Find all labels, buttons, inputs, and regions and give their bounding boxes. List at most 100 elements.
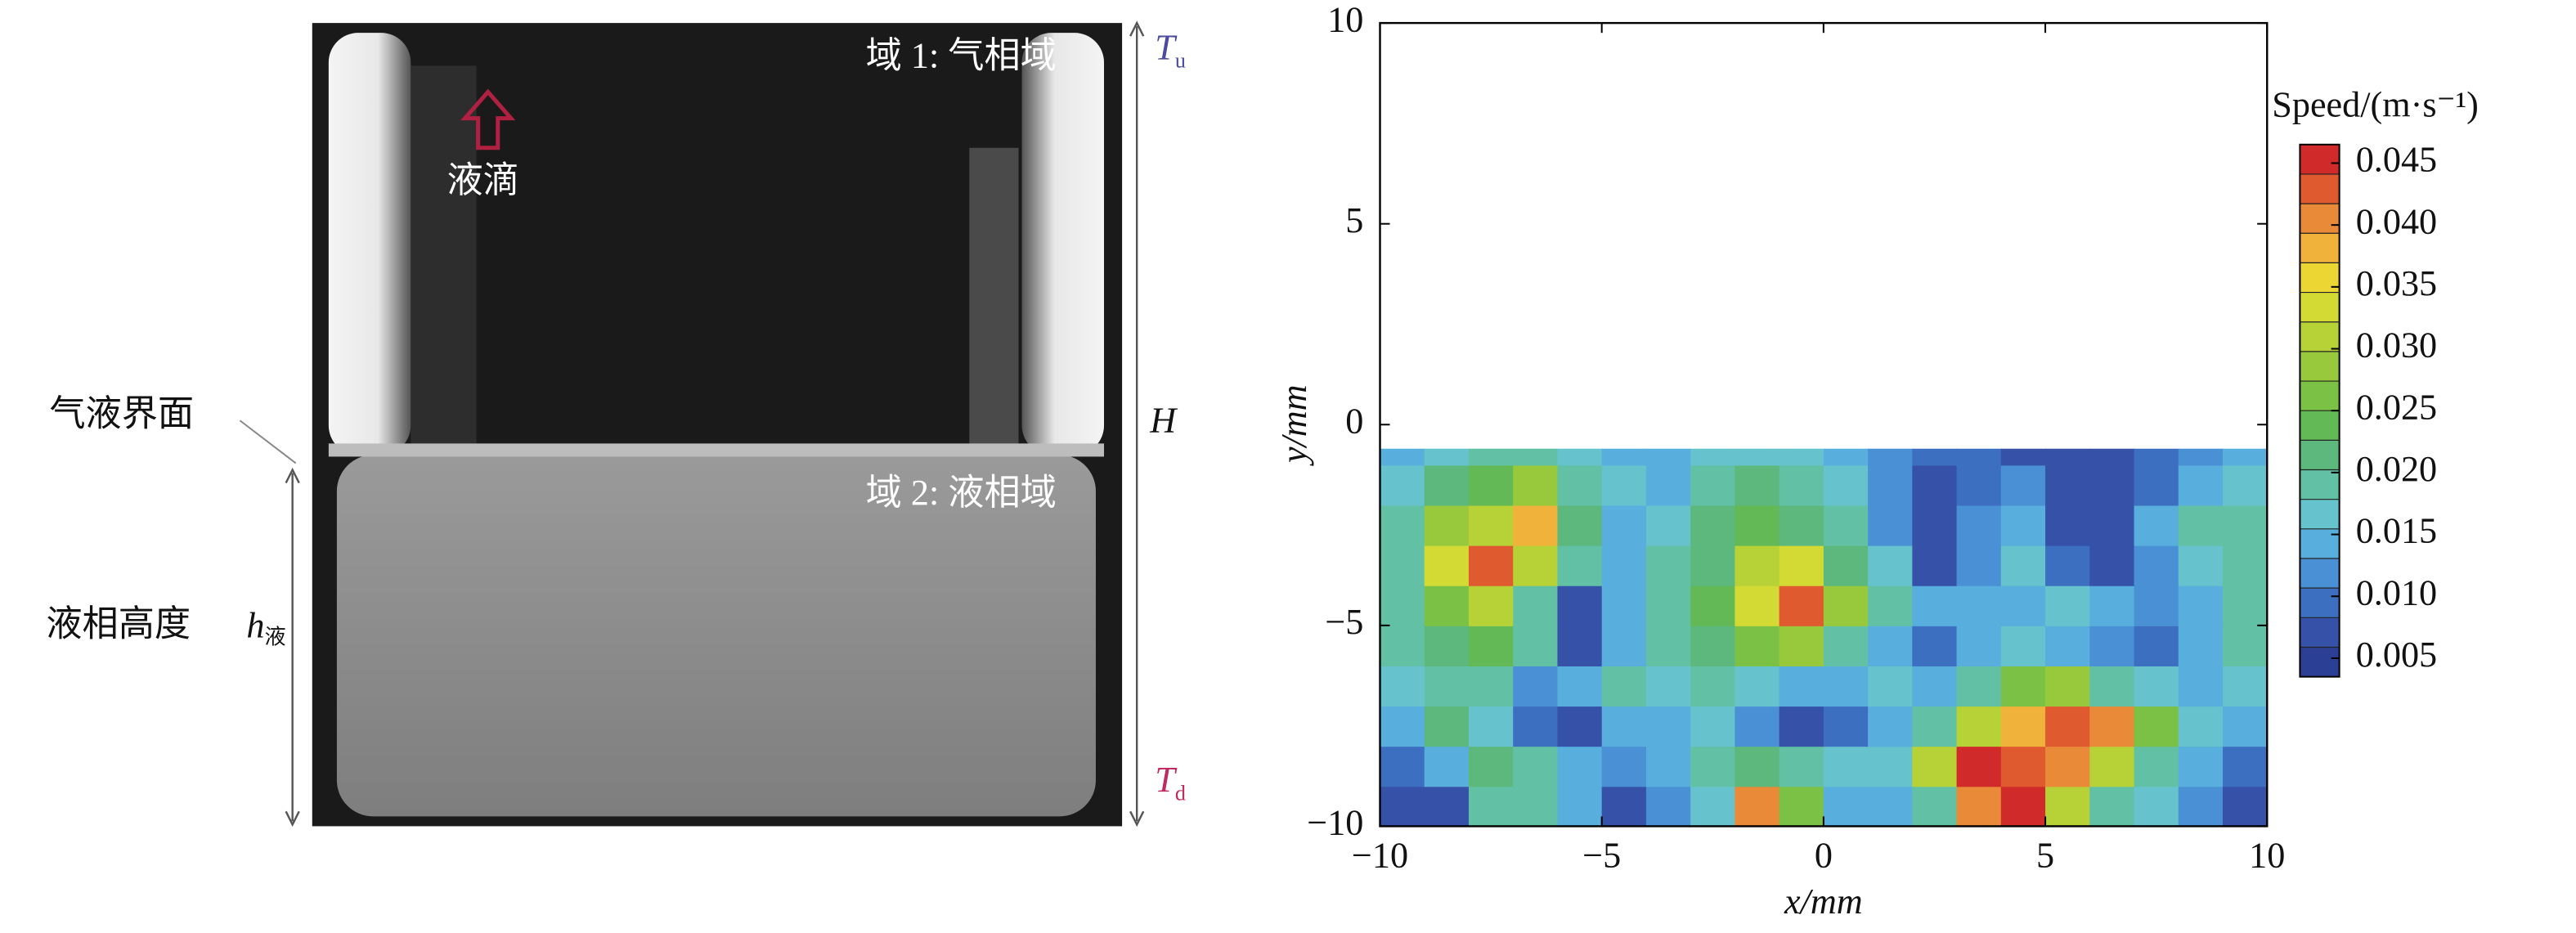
- speed-cell: [2000, 746, 2047, 787]
- speed-cell: [1468, 786, 1515, 828]
- colorbar-band: [2300, 440, 2340, 471]
- speed-cell: [1601, 464, 1647, 506]
- top-temp: Tu: [1155, 27, 1186, 72]
- x-axis-label: x/mm: [1784, 881, 1863, 922]
- speed-cell: [1912, 505, 1958, 546]
- speed-cell: [2089, 746, 2135, 787]
- speed-cell: [1557, 786, 1603, 828]
- speed-cell: [2045, 746, 2091, 787]
- speed-cell: [1557, 448, 1603, 466]
- speed-cell: [1956, 505, 2002, 546]
- bottom-temp-sub: d: [1175, 781, 1186, 805]
- colorbar-band: [2300, 558, 2340, 589]
- speed-cell: [1424, 505, 1470, 546]
- colorbar-band: [2300, 469, 2340, 500]
- x-tick-label: 10: [2249, 836, 2285, 876]
- colorbar-tick-label: 0.040: [2356, 201, 2437, 241]
- colorbar-tick-label: 0.005: [2356, 635, 2437, 675]
- speed-cell: [2134, 505, 2179, 546]
- speed-cell: [1779, 448, 1824, 466]
- speed-cell: [1779, 505, 1824, 546]
- speed-cell: [2000, 706, 2047, 747]
- speed-cell: [1779, 706, 1824, 747]
- speed-cell: [1735, 585, 1780, 626]
- speed-cell: [1468, 505, 1515, 546]
- colorbar-tick-label: 0.035: [2356, 263, 2437, 303]
- speed-cell: [2045, 665, 2091, 707]
- speed-cell: [2000, 625, 2047, 666]
- colorbar-band: [2300, 204, 2340, 234]
- speed-cell: [1557, 505, 1603, 546]
- colorbar-band: [2300, 647, 2340, 678]
- droplet-label: 液滴: [447, 160, 518, 200]
- speed-cell: [1601, 505, 1647, 546]
- colorbar-tick-label: 0.045: [2356, 140, 2437, 180]
- speed-cell: [1912, 786, 1958, 828]
- speed-cell: [2134, 545, 2179, 586]
- speed-cell: [1912, 545, 1958, 586]
- speed-cell: [1823, 448, 1869, 466]
- speed-cell: [1380, 706, 1425, 747]
- speed-cell: [1424, 585, 1470, 626]
- x-tick-label: −10: [1352, 836, 1408, 876]
- speed-cell: [2000, 448, 2047, 466]
- speed-cell: [1735, 746, 1780, 787]
- speed-cell: [2178, 665, 2224, 707]
- speed-cell: [1468, 464, 1515, 506]
- x-tick-label: 0: [1815, 836, 1833, 876]
- speed-cell: [1380, 625, 1425, 666]
- speed-cell: [2000, 585, 2047, 626]
- speed-cell: [1868, 505, 1914, 546]
- bottom-temp-symbol: T: [1155, 760, 1178, 800]
- speed-cell: [1468, 665, 1515, 707]
- speed-cell: [1424, 545, 1470, 586]
- speed-cell: [1735, 625, 1780, 666]
- dimension-arrows: [285, 20, 1145, 828]
- speed-cell: [1690, 545, 1736, 586]
- speed-cell: [1513, 545, 1559, 586]
- speed-cell: [1823, 585, 1869, 626]
- speed-cell: [1823, 706, 1869, 747]
- speed-cell: [2223, 786, 2269, 828]
- speed-cell: [1912, 585, 1958, 626]
- colorbar-band: [2300, 321, 2340, 352]
- speed-cell: [1779, 464, 1824, 506]
- speed-cell: [1468, 706, 1515, 747]
- speed-cell: [2045, 625, 2091, 666]
- speed-cell: [2089, 665, 2135, 707]
- speed-cell: [1690, 464, 1736, 506]
- speed-cell: [2178, 625, 2224, 666]
- speed-cell: [1823, 746, 1869, 787]
- speed-cell: [1601, 585, 1647, 626]
- speed-cell: [1735, 464, 1780, 506]
- speed-cell: [1735, 505, 1780, 546]
- speed-cell: [2178, 706, 2224, 747]
- colorbar-title: Speed/(m·s⁻¹): [2272, 85, 2479, 125]
- speed-cell: [2134, 665, 2179, 707]
- speed-cell: [2134, 625, 2179, 666]
- speed-cell: [1468, 585, 1515, 626]
- y-axis-label: y/mm: [1274, 384, 1314, 466]
- top-temp-sub: u: [1175, 48, 1186, 72]
- bottom-temp: Td: [1155, 760, 1186, 805]
- interface-pointer: [239, 419, 297, 464]
- speed-cell: [1912, 625, 1958, 666]
- speed-cell: [1645, 746, 1692, 787]
- speed-cell: [1690, 706, 1736, 747]
- speed-cell: [1380, 464, 1425, 506]
- speed-cell: [1601, 665, 1647, 707]
- speed-cell: [1513, 585, 1559, 626]
- speed-cell: [1557, 625, 1603, 666]
- speed-cell: [2045, 464, 2091, 506]
- colorbar-tick-label: 0.025: [2356, 387, 2437, 427]
- speed-cell: [1868, 746, 1914, 787]
- speed-cell: [2045, 585, 2091, 626]
- speed-cell: [1868, 706, 1914, 747]
- speed-cell: [1468, 545, 1515, 586]
- speed-cell: [1956, 665, 2002, 707]
- speed-cell: [1424, 625, 1470, 666]
- speed-cell: [1956, 786, 2002, 828]
- top-temp-symbol: T: [1155, 27, 1178, 67]
- speed-cell: [1779, 746, 1824, 787]
